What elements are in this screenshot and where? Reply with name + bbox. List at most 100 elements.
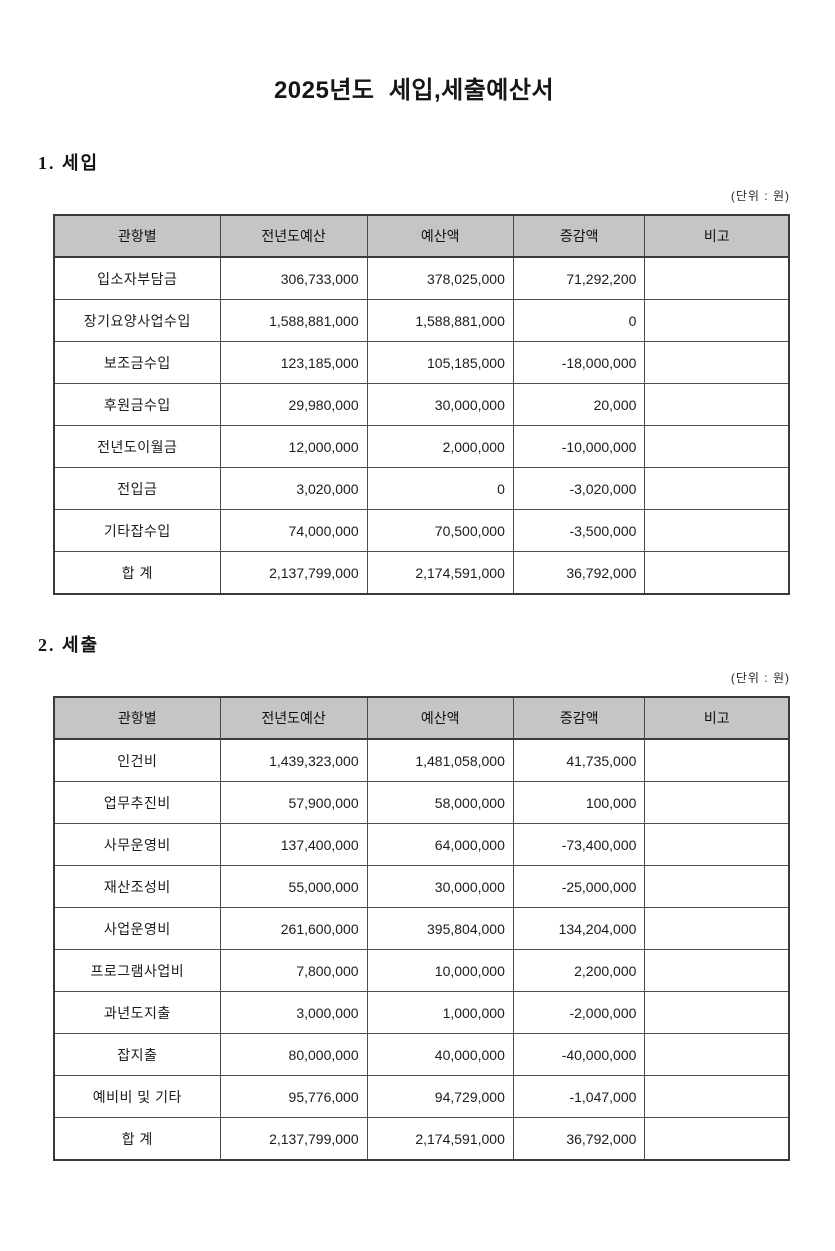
amount-cell: 2,174,591,000 [366,551,514,595]
table-row: 사무운영비 137,400,000 64,000,000 -73,400,000 [53,823,790,866]
amount-cell: 2,000,000 [366,425,514,468]
column-header: 예산액 [366,214,514,258]
column-header: 증감액 [512,696,646,740]
category-cell: 재산조성비 [53,865,221,908]
amount-cell: 71,292,200 [512,256,646,300]
table-row: 합 계 2,137,799,000 2,174,591,000 36,792,000 [53,1117,790,1161]
category-cell: 사업운영비 [53,907,221,950]
unit-label: (단위 : 원) [730,671,790,685]
table-row: 기타잡수입 74,000,000 70,500,000 -3,500,000 [53,509,790,552]
amount-cell: 7,800,000 [219,949,368,992]
amount-cell: -10,000,000 [512,425,646,468]
category-cell: 후원금수입 [53,383,221,426]
column-header: 예산액 [366,696,514,740]
amount-cell: -2,000,000 [512,991,646,1034]
category-cell: 과년도지출 [53,991,221,1034]
section-heading-expenditure: 2. 세출 [38,635,100,655]
amount-cell: 94,729,000 [366,1075,514,1118]
table-row: 후원금수입 29,980,000 30,000,000 20,000 [53,383,790,426]
table-row: 재산조성비 55,000,000 30,000,000 -25,000,000 [53,865,790,908]
category-cell: 사무운영비 [53,823,221,866]
amount-cell: 2,137,799,000 [219,551,368,595]
note-cell [644,341,790,384]
column-header: 관항별 [53,214,221,258]
column-header: 관항별 [53,696,221,740]
table-row: 인건비 1,439,323,000 1,481,058,000 41,735,000 [53,738,790,782]
note-cell [644,256,790,300]
amount-cell: 1,481,058,000 [366,738,514,782]
amount-cell: -73,400,000 [512,823,646,866]
category-cell: 합 계 [53,551,221,595]
revenue-table: 관항별 전년도예산 예산액 증감액 비고 입소자부담금 306,733,000 378,025… [53,214,790,595]
note-cell [644,949,790,992]
amount-cell: 137,400,000 [219,823,368,866]
category-cell: 잡지출 [53,1033,221,1076]
table-row: 장기요양사업수입 1,588,881,000 1,588,881,000 0 [53,299,790,342]
amount-cell: 64,000,000 [366,823,514,866]
amount-cell: -3,500,000 [512,509,646,552]
amount-cell: 30,000,000 [366,383,514,426]
category-cell: 전입금 [53,467,221,510]
note-cell [644,738,790,782]
table-row: 예비비 및 기타 95,776,000 94,729,000 -1,047,000 [53,1075,790,1118]
amount-cell: 0 [366,467,514,510]
amount-cell: 306,733,000 [219,256,368,300]
note-cell [644,425,790,468]
amount-cell: 2,200,000 [512,949,646,992]
amount-cell: 1,439,323,000 [219,738,368,782]
amount-cell: 95,776,000 [219,1075,368,1118]
amount-cell: 261,600,000 [219,907,368,950]
amount-cell: 40,000,000 [366,1033,514,1076]
document-title: 2025년도 세입,세출예산서 [273,77,555,104]
amount-cell: 3,000,000 [219,991,368,1034]
table-row: 입소자부담금 306,733,000 378,025,000 71,292,200 [53,256,790,300]
amount-cell: 12,000,000 [219,425,368,468]
amount-cell: 36,792,000 [512,1117,646,1161]
note-cell [644,781,790,824]
amount-cell: 123,185,000 [219,341,368,384]
amount-cell: 70,500,000 [366,509,514,552]
amount-cell: 105,185,000 [366,341,514,384]
table-row: 과년도지출 3,000,000 1,000,000 -2,000,000 [53,991,790,1034]
amount-cell: 2,174,591,000 [366,1117,514,1161]
table-row: 보조금수입 123,185,000 105,185,000 -18,000,000 [53,341,790,384]
note-cell [644,467,790,510]
amount-cell: 3,020,000 [219,467,368,510]
note-cell [644,1075,790,1118]
amount-cell: -25,000,000 [512,865,646,908]
amount-cell: 41,735,000 [512,738,646,782]
note-cell [644,299,790,342]
table-header-row: 관항별 전년도예산 예산액 증감액 비고 [53,214,790,258]
document-page: 2025년도 세입,세출예산서 1. 세입 (단위 : 원) 관항별 전년도예산 예… [0,70,835,1161]
expenditure-table: 관항별 전년도예산 예산액 증감액 비고 인건비 1,439,323,000 1,481,05… [53,696,790,1161]
note-cell [644,991,790,1034]
amount-cell: -18,000,000 [512,341,646,384]
amount-cell: 36,792,000 [512,551,646,595]
section-revenue: 1. 세입 (단위 : 원) 관항별 전년도예산 예산액 증감액 비고 입소자부담금 306… [38,149,790,595]
unit-label: (단위 : 원) [730,189,790,203]
amount-cell: 29,980,000 [219,383,368,426]
amount-cell: 395,804,000 [366,907,514,950]
note-cell [644,1117,790,1161]
amount-cell: 74,000,000 [219,509,368,552]
category-cell: 장기요양사업수입 [53,299,221,342]
category-cell: 보조금수입 [53,341,221,384]
category-cell: 전년도이월금 [53,425,221,468]
column-header: 증감액 [512,214,646,258]
amount-cell: 2,137,799,000 [219,1117,368,1161]
table-header-row: 관항별 전년도예산 예산액 증감액 비고 [53,696,790,740]
amount-cell: 378,025,000 [366,256,514,300]
column-header: 비고 [644,214,790,258]
section-expenditure: 2. 세출 (단위 : 원) 관항별 전년도예산 예산액 증감액 비고 인건비 1,439,… [38,631,790,1161]
category-cell: 업무추진비 [53,781,221,824]
table-row: 전년도이월금 12,000,000 2,000,000 -10,000,000 [53,425,790,468]
table-row: 합 계 2,137,799,000 2,174,591,000 36,792,000 [53,551,790,595]
amount-cell: 1,000,000 [366,991,514,1034]
note-cell [644,823,790,866]
category-cell: 입소자부담금 [53,256,221,300]
category-cell: 프로그램사업비 [53,949,221,992]
amount-cell: -40,000,000 [512,1033,646,1076]
category-cell: 인건비 [53,738,221,782]
column-header: 전년도예산 [219,696,368,740]
amount-cell: 10,000,000 [366,949,514,992]
